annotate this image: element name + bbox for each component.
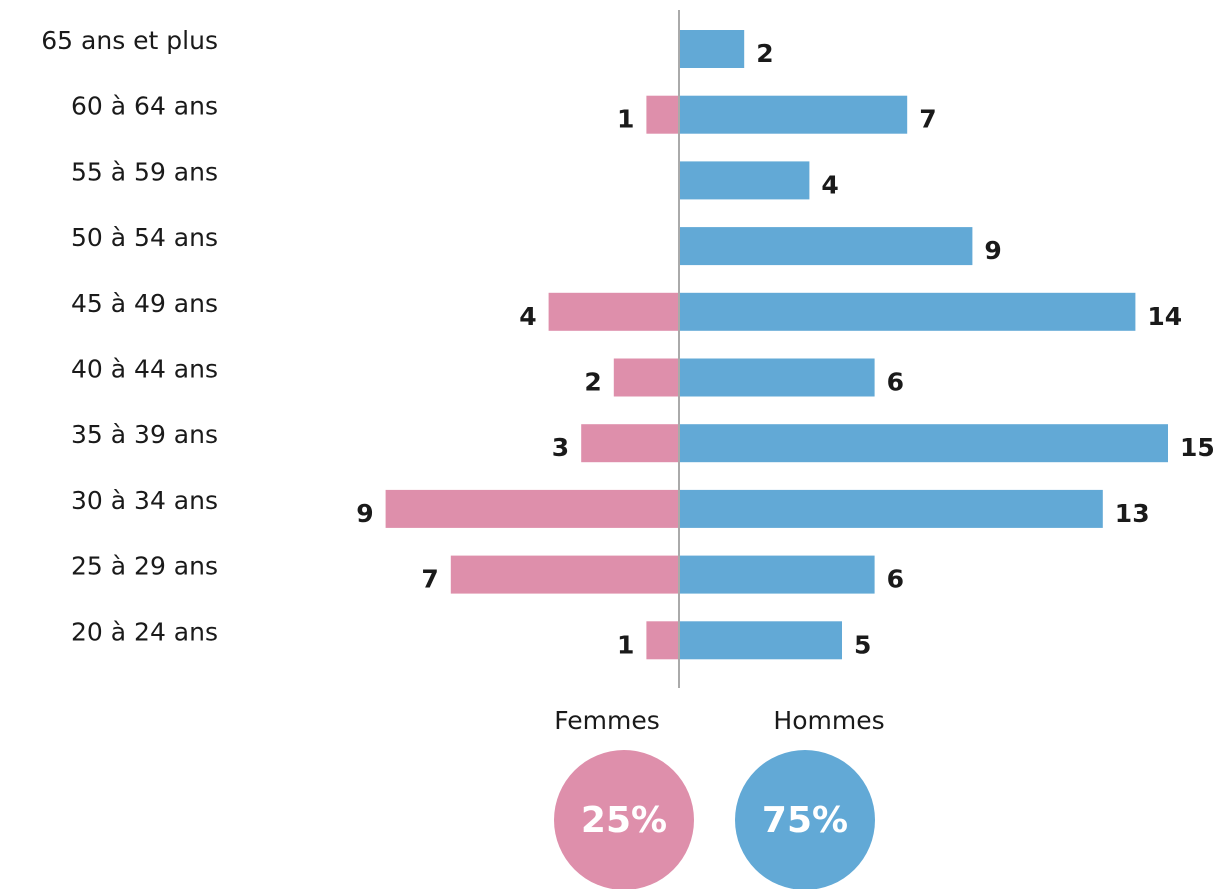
value-label: 1 [617,105,634,134]
bar [548,292,679,331]
bar [646,621,679,660]
value-label: 2 [584,368,601,397]
value-label: 2 [756,39,773,68]
category-label: 20 à 24 ans [71,617,218,646]
bar [679,95,908,134]
bar [679,555,875,594]
category-label: 55 à 59 ans [71,157,218,186]
bar [385,489,679,528]
value-label: 7 [919,105,936,134]
bar [450,555,679,594]
share-circle [554,750,694,889]
share-circle [735,750,875,889]
legend-label: Femmes [554,706,660,735]
value-label: 9 [356,499,373,528]
category-label: 65 ans et plus [41,26,218,55]
category-label: 40 à 44 ans [71,355,218,384]
legend-label: Hommes [773,706,884,735]
value-label: 15 [1180,433,1215,462]
bar [613,358,679,397]
bar [679,621,842,660]
bar [679,358,875,397]
bar [679,292,1136,331]
value-label: 4 [519,302,536,331]
share-label: 25% [581,800,667,841]
category-label: 60 à 64 ans [71,92,218,121]
bar [679,489,1103,528]
category-label: 50 à 54 ans [71,223,218,252]
category-label: 45 à 49 ans [71,289,218,318]
value-label: 4 [821,170,838,199]
category-label: 30 à 34 ans [71,486,218,515]
bar [581,424,679,463]
category-label: 25 à 29 ans [71,552,218,581]
value-label: 13 [1115,499,1150,528]
value-label: 7 [421,565,438,594]
value-label: 9 [984,236,1001,265]
value-label: 5 [854,630,871,659]
share-label: 75% [762,800,848,841]
category-label: 35 à 39 ans [71,420,218,449]
value-label: 1 [617,630,634,659]
bar [679,424,1168,463]
value-label: 6 [887,565,904,594]
bar [679,161,810,200]
value-label: 6 [887,368,904,397]
value-label: 14 [1147,302,1182,331]
bar [679,30,745,68]
value-label: 3 [552,433,569,462]
bar [679,227,973,266]
bar [646,95,679,134]
